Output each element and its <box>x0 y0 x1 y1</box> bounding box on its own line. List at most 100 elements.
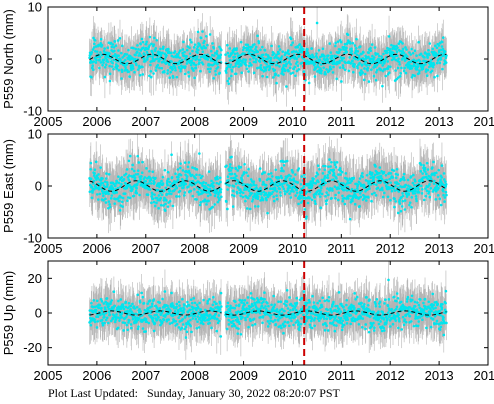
data-point <box>233 52 237 56</box>
data-point <box>157 194 161 197</box>
data-point <box>268 187 272 190</box>
data-point <box>134 189 138 193</box>
data-point <box>311 184 314 187</box>
model-fit-line <box>89 53 222 65</box>
data-point <box>113 202 116 205</box>
data-point <box>300 194 304 198</box>
data-point <box>157 60 161 63</box>
data-point <box>253 205 257 208</box>
data-point <box>273 68 277 72</box>
data-point <box>436 74 439 78</box>
data-point <box>353 44 357 47</box>
data-point <box>327 54 330 57</box>
data-point <box>117 68 121 72</box>
data-point <box>318 167 321 171</box>
data-point <box>323 177 326 180</box>
data-point <box>374 78 378 82</box>
data-point <box>151 192 154 196</box>
data-point <box>198 203 202 207</box>
data-point <box>99 179 103 182</box>
data-point <box>99 166 102 169</box>
data-point <box>247 45 251 49</box>
data-point <box>304 196 307 200</box>
data-point <box>232 189 235 193</box>
data-point <box>118 199 121 203</box>
data-point <box>179 173 183 177</box>
data-point <box>282 169 285 173</box>
data-point <box>149 63 152 67</box>
data-point <box>201 30 204 33</box>
data-point <box>359 73 362 77</box>
data-point <box>91 182 95 185</box>
data-point <box>270 44 273 48</box>
data-point <box>235 58 239 61</box>
data-point <box>200 174 204 178</box>
data-point <box>277 176 281 180</box>
data-point <box>315 21 319 25</box>
data-point <box>179 67 183 71</box>
data-point <box>235 47 238 50</box>
data-point <box>225 200 228 203</box>
data-point <box>249 178 253 181</box>
data-point <box>111 43 115 46</box>
data-point <box>259 48 262 52</box>
data-point <box>254 184 258 187</box>
data-point <box>351 41 355 45</box>
data-point <box>195 198 198 201</box>
data-point <box>134 183 137 187</box>
data-point <box>342 56 346 60</box>
data-point <box>206 58 210 61</box>
data-point <box>315 52 318 55</box>
data-point <box>204 181 208 185</box>
data-point <box>105 181 109 184</box>
data-point <box>440 40 444 44</box>
data-point <box>423 56 426 59</box>
data-point <box>239 194 242 198</box>
data-point <box>166 69 170 72</box>
data-point <box>192 69 195 72</box>
panel-2: 2005200620072008200920102011201220132014… <box>1 127 494 257</box>
data-point <box>93 168 97 172</box>
data-point <box>440 45 444 48</box>
data-point <box>145 50 149 54</box>
data-point <box>274 168 278 172</box>
data-point <box>189 189 193 193</box>
data-point <box>96 176 100 180</box>
data-point <box>94 176 97 179</box>
data-point <box>428 42 432 45</box>
data-point <box>226 188 229 191</box>
data-point <box>108 52 111 55</box>
data-point <box>327 165 330 168</box>
y-axis-label: P559 North (mm) <box>1 9 16 109</box>
data-point <box>367 51 370 55</box>
data-point <box>229 63 233 66</box>
data-point <box>88 190 92 194</box>
data-point <box>444 61 448 64</box>
data-point <box>325 68 328 71</box>
data-point <box>267 172 270 176</box>
data-point <box>198 61 201 64</box>
data-point <box>92 179 96 183</box>
data-point <box>275 194 278 198</box>
data-point <box>404 53 408 57</box>
data-point <box>140 171 144 175</box>
data-point <box>194 63 198 67</box>
data-point <box>289 63 292 66</box>
data-point <box>289 196 293 199</box>
data-point <box>160 179 163 183</box>
data-point <box>266 211 269 215</box>
data-point <box>270 179 274 183</box>
data-point <box>261 74 264 78</box>
data-point <box>280 55 284 58</box>
data-point <box>323 168 327 172</box>
data-point <box>290 188 294 191</box>
data-point <box>255 186 258 190</box>
data-point <box>109 41 113 45</box>
data-point <box>337 173 340 176</box>
data-point <box>188 46 191 50</box>
data-point <box>285 62 288 66</box>
data-point <box>240 63 243 67</box>
data-point <box>104 192 107 196</box>
data-point <box>195 168 199 171</box>
